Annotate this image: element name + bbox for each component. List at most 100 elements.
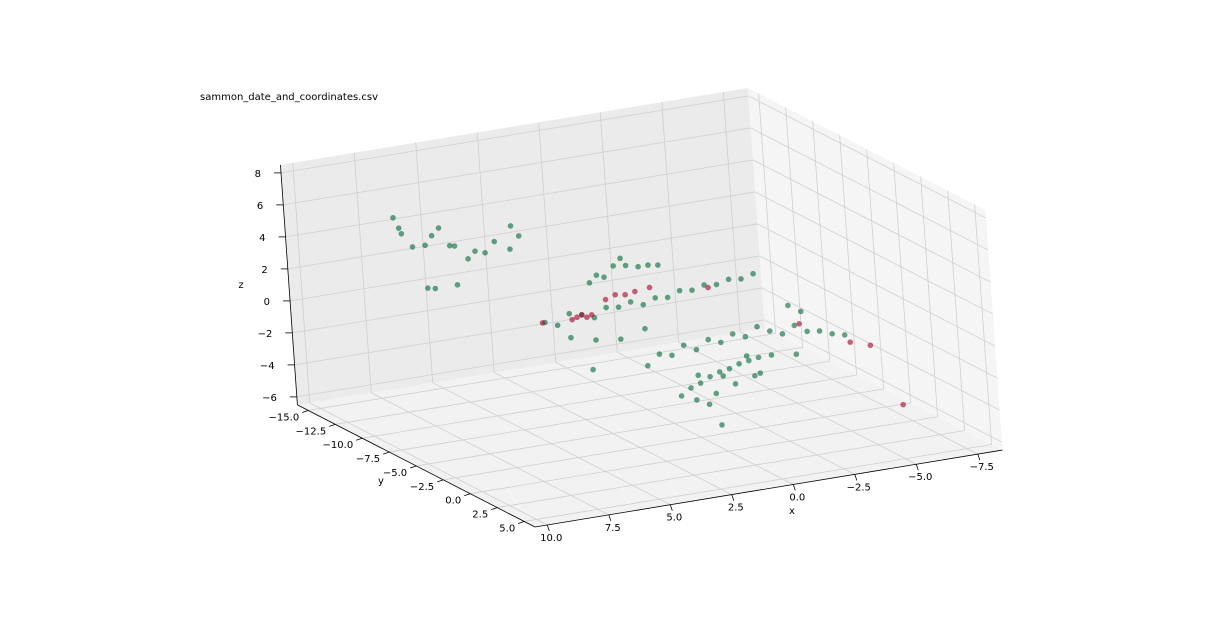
data-point <box>618 336 624 342</box>
data-point <box>622 262 629 269</box>
data-point <box>610 263 616 269</box>
data-point <box>640 301 647 308</box>
data-point <box>752 372 758 379</box>
data-point <box>569 316 575 323</box>
grid-line <box>757 223 996 347</box>
tick-label: 0.0 <box>445 496 461 507</box>
grid-line <box>283 127 751 206</box>
tick-label: 10.0 <box>540 533 562 544</box>
tick-mark <box>731 494 735 501</box>
tick-mark <box>491 507 498 510</box>
grid-line <box>755 191 993 315</box>
data-point <box>422 242 428 249</box>
data-point <box>793 351 800 358</box>
tick-label: 7.5 <box>605 523 621 534</box>
grid-line <box>764 319 1003 443</box>
tick-label: −10.0 <box>323 440 354 451</box>
data-point <box>482 249 488 256</box>
grid-line <box>752 159 991 283</box>
data-point <box>627 299 634 305</box>
data-point <box>785 302 791 309</box>
y-axis-line <box>297 404 536 528</box>
tick-label: −15.0 <box>269 412 300 423</box>
data-point <box>435 225 442 231</box>
data-point <box>632 288 638 295</box>
tick-label: −7.5 <box>356 454 380 465</box>
data-point <box>713 281 720 288</box>
tick-label: −2 <box>258 329 273 340</box>
grid-line <box>308 333 776 411</box>
chart-title: sammon_date_and_coordinates.csv <box>200 92 378 103</box>
tick-label: −2.5 <box>847 482 871 493</box>
grid-line <box>287 191 756 270</box>
data-point <box>754 323 760 330</box>
data-point <box>568 334 574 341</box>
tick-label: 0 <box>264 297 270 308</box>
data-point <box>472 248 478 255</box>
data-point <box>797 308 804 315</box>
data-point <box>791 322 798 329</box>
data-point <box>847 339 854 345</box>
grid-line <box>748 95 987 219</box>
data-point <box>645 362 651 369</box>
grid-line <box>335 346 803 425</box>
data-point <box>680 342 687 349</box>
grid-line <box>389 374 857 453</box>
data-point <box>867 342 874 349</box>
data-point <box>612 291 618 298</box>
data-point <box>507 246 513 252</box>
data-point <box>566 310 573 317</box>
data-point <box>646 284 653 291</box>
tick-mark <box>792 484 796 491</box>
grid-line <box>761 287 1000 411</box>
data-point <box>732 381 739 387</box>
data-point <box>539 320 546 326</box>
z-axis-line <box>280 164 298 405</box>
data-point <box>705 336 711 343</box>
data-point <box>390 214 396 221</box>
back-pane <box>280 87 765 405</box>
z-axis-label: z <box>238 280 243 291</box>
data-point <box>750 270 756 277</box>
data-point <box>729 331 736 337</box>
data-point <box>713 390 720 397</box>
y-axis-label: y <box>378 476 384 487</box>
data-point <box>707 373 713 380</box>
grid-line <box>296 319 765 398</box>
data-point <box>586 280 593 286</box>
tick-mark <box>669 504 673 511</box>
data-point <box>590 366 596 373</box>
data-point <box>645 262 651 268</box>
data-point <box>584 314 590 321</box>
data-point <box>601 274 607 280</box>
data-point <box>718 339 724 346</box>
data-point <box>689 287 695 294</box>
grid-line <box>292 255 760 334</box>
data-point <box>738 276 744 282</box>
data-point <box>716 369 723 375</box>
data-point <box>588 312 595 318</box>
data-point <box>841 332 848 338</box>
tick-label: 5.0 <box>499 523 515 534</box>
tick-mark <box>546 524 550 532</box>
tick-label: −5.0 <box>383 468 407 479</box>
grid-line <box>416 388 884 467</box>
tick-mark <box>977 453 981 461</box>
tick-mark <box>410 465 417 469</box>
tick-label: 0.0 <box>789 492 805 503</box>
grid-line <box>294 287 763 366</box>
tick-label: −2.5 <box>410 482 434 493</box>
data-point <box>706 401 713 408</box>
data-point <box>507 223 514 229</box>
data-point <box>816 328 823 334</box>
data-point <box>796 321 802 327</box>
tick-mark <box>854 474 858 481</box>
data-point <box>642 325 648 332</box>
grid-line <box>470 416 938 495</box>
grid-line <box>280 95 749 174</box>
data-point <box>491 238 498 245</box>
tick-label: −6 <box>262 393 277 404</box>
tick-mark <box>608 514 612 521</box>
data-point <box>446 242 453 249</box>
